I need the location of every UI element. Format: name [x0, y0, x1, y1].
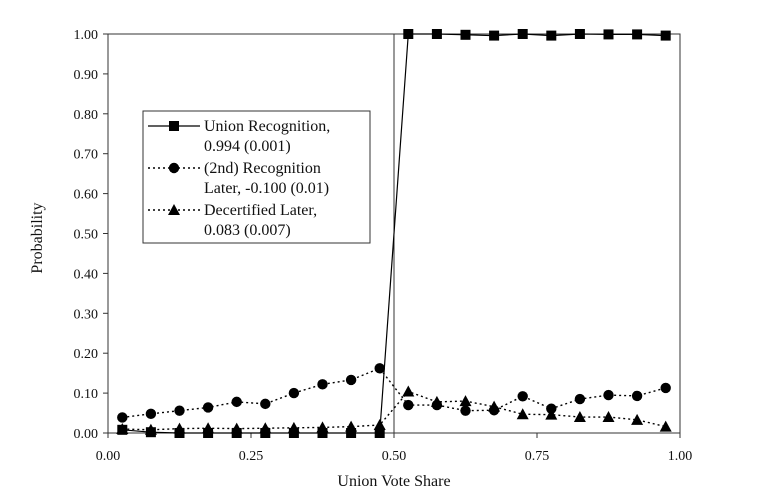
- y-tick-label: 0.60: [74, 188, 99, 203]
- square-marker: [374, 428, 385, 438]
- triangle-marker: [287, 421, 300, 433]
- circle-marker: [574, 393, 586, 405]
- y-tick-label: 0.40: [74, 267, 99, 282]
- circle-marker: [174, 405, 185, 416]
- triangle-marker: [173, 422, 186, 434]
- triangle-marker: [259, 422, 272, 434]
- circle-marker: [168, 162, 180, 174]
- x-tick-label: 0.50: [382, 449, 407, 464]
- circle-marker: [631, 390, 643, 402]
- square-marker: [317, 428, 328, 438]
- triangle-marker: [116, 423, 129, 435]
- legend-label: Later, -0.100 (0.01): [204, 180, 329, 197]
- triangle-marker: [402, 385, 415, 397]
- series-layer: [116, 29, 672, 438]
- triangle-marker: [316, 421, 329, 433]
- y-axis-ticks: 0.00 0.10 0.20 0.30 0.40 0.50 0.60 0.70 0.80 0.90…: [74, 28, 108, 442]
- triangle-marker: [659, 420, 672, 432]
- x-tick-label: 0.25: [239, 449, 264, 464]
- square-marker: [403, 29, 414, 39]
- circle-marker: [403, 399, 414, 411]
- legend-label: Union Recognition,: [204, 118, 330, 135]
- circle-marker: [117, 412, 128, 423]
- y-tick-label: 0.20: [74, 347, 99, 362]
- triangle-marker: [545, 408, 558, 420]
- y-axis-title: Probability: [29, 202, 46, 273]
- circle-marker: [603, 389, 614, 401]
- series-line: [122, 390, 666, 431]
- legend-label: Decertified Later,: [204, 202, 317, 219]
- circle-marker: [660, 382, 671, 394]
- triangle-marker: [345, 420, 358, 432]
- y-tick-label: 0.90: [74, 68, 99, 83]
- series-triangle: [116, 385, 672, 435]
- circle-marker: [231, 396, 242, 408]
- circle-marker: [374, 363, 385, 374]
- triangle-marker: [144, 423, 157, 435]
- y-tick-label: 1.00: [74, 28, 99, 43]
- square-marker: [169, 121, 179, 131]
- triangle-marker: [573, 411, 586, 423]
- y-tick-label: 0.70: [74, 148, 99, 163]
- triangle-marker: [430, 395, 443, 407]
- square-marker: [632, 29, 643, 40]
- y-tick-label: 0.10: [74, 387, 99, 402]
- circle-marker: [288, 387, 300, 399]
- y-tick-label: 0.50: [74, 228, 99, 243]
- x-axis-ticks: 0.00 0.25 0.50 0.75 1.00: [96, 433, 693, 464]
- square-marker: [574, 29, 585, 39]
- circle-marker: [317, 379, 328, 390]
- y-tick-label: 0.00: [74, 427, 99, 442]
- square-marker: [489, 30, 500, 41]
- square-marker: [660, 30, 671, 41]
- square-marker: [460, 29, 471, 40]
- triangle-marker: [602, 411, 615, 423]
- square-marker: [431, 29, 442, 39]
- legend-label: (2nd) Recognition: [204, 160, 321, 177]
- triangle-marker: [516, 408, 529, 420]
- circle-marker: [202, 402, 214, 413]
- x-tick-label: 0.75: [525, 449, 550, 464]
- circle-marker: [145, 408, 157, 420]
- triangle-marker: [631, 413, 644, 425]
- legend-label: 0.994 (0.001): [204, 138, 291, 155]
- square-marker: [546, 30, 557, 41]
- circle-marker: [345, 374, 357, 386]
- square-marker: [517, 29, 528, 39]
- square-marker: [603, 29, 614, 40]
- y-tick-label: 0.80: [74, 108, 99, 123]
- triangle-marker: [459, 395, 472, 407]
- square-marker: [288, 428, 299, 438]
- x-tick-label: 1.00: [668, 449, 693, 464]
- triangle-marker: [488, 400, 501, 412]
- x-tick-label: 0.00: [96, 449, 121, 464]
- triangle-marker: [373, 419, 386, 431]
- legend: Union Recognition, 0.994 (0.001) (2nd) Rec…: [142, 110, 371, 244]
- square-marker: [346, 428, 357, 438]
- triangle-marker: [230, 422, 243, 434]
- legend-label: 0.083 (0.007): [204, 222, 291, 239]
- circle-marker: [460, 405, 471, 416]
- circle-marker: [517, 391, 528, 402]
- y-tick-label: 0.30: [74, 307, 99, 322]
- legend-box: [142, 110, 371, 244]
- triangle-marker: [168, 204, 180, 215]
- series-circle: [117, 363, 671, 423]
- circle-marker: [260, 398, 271, 410]
- triangle-marker: [202, 422, 215, 434]
- x-axis-title: Union Vote Share: [337, 473, 450, 490]
